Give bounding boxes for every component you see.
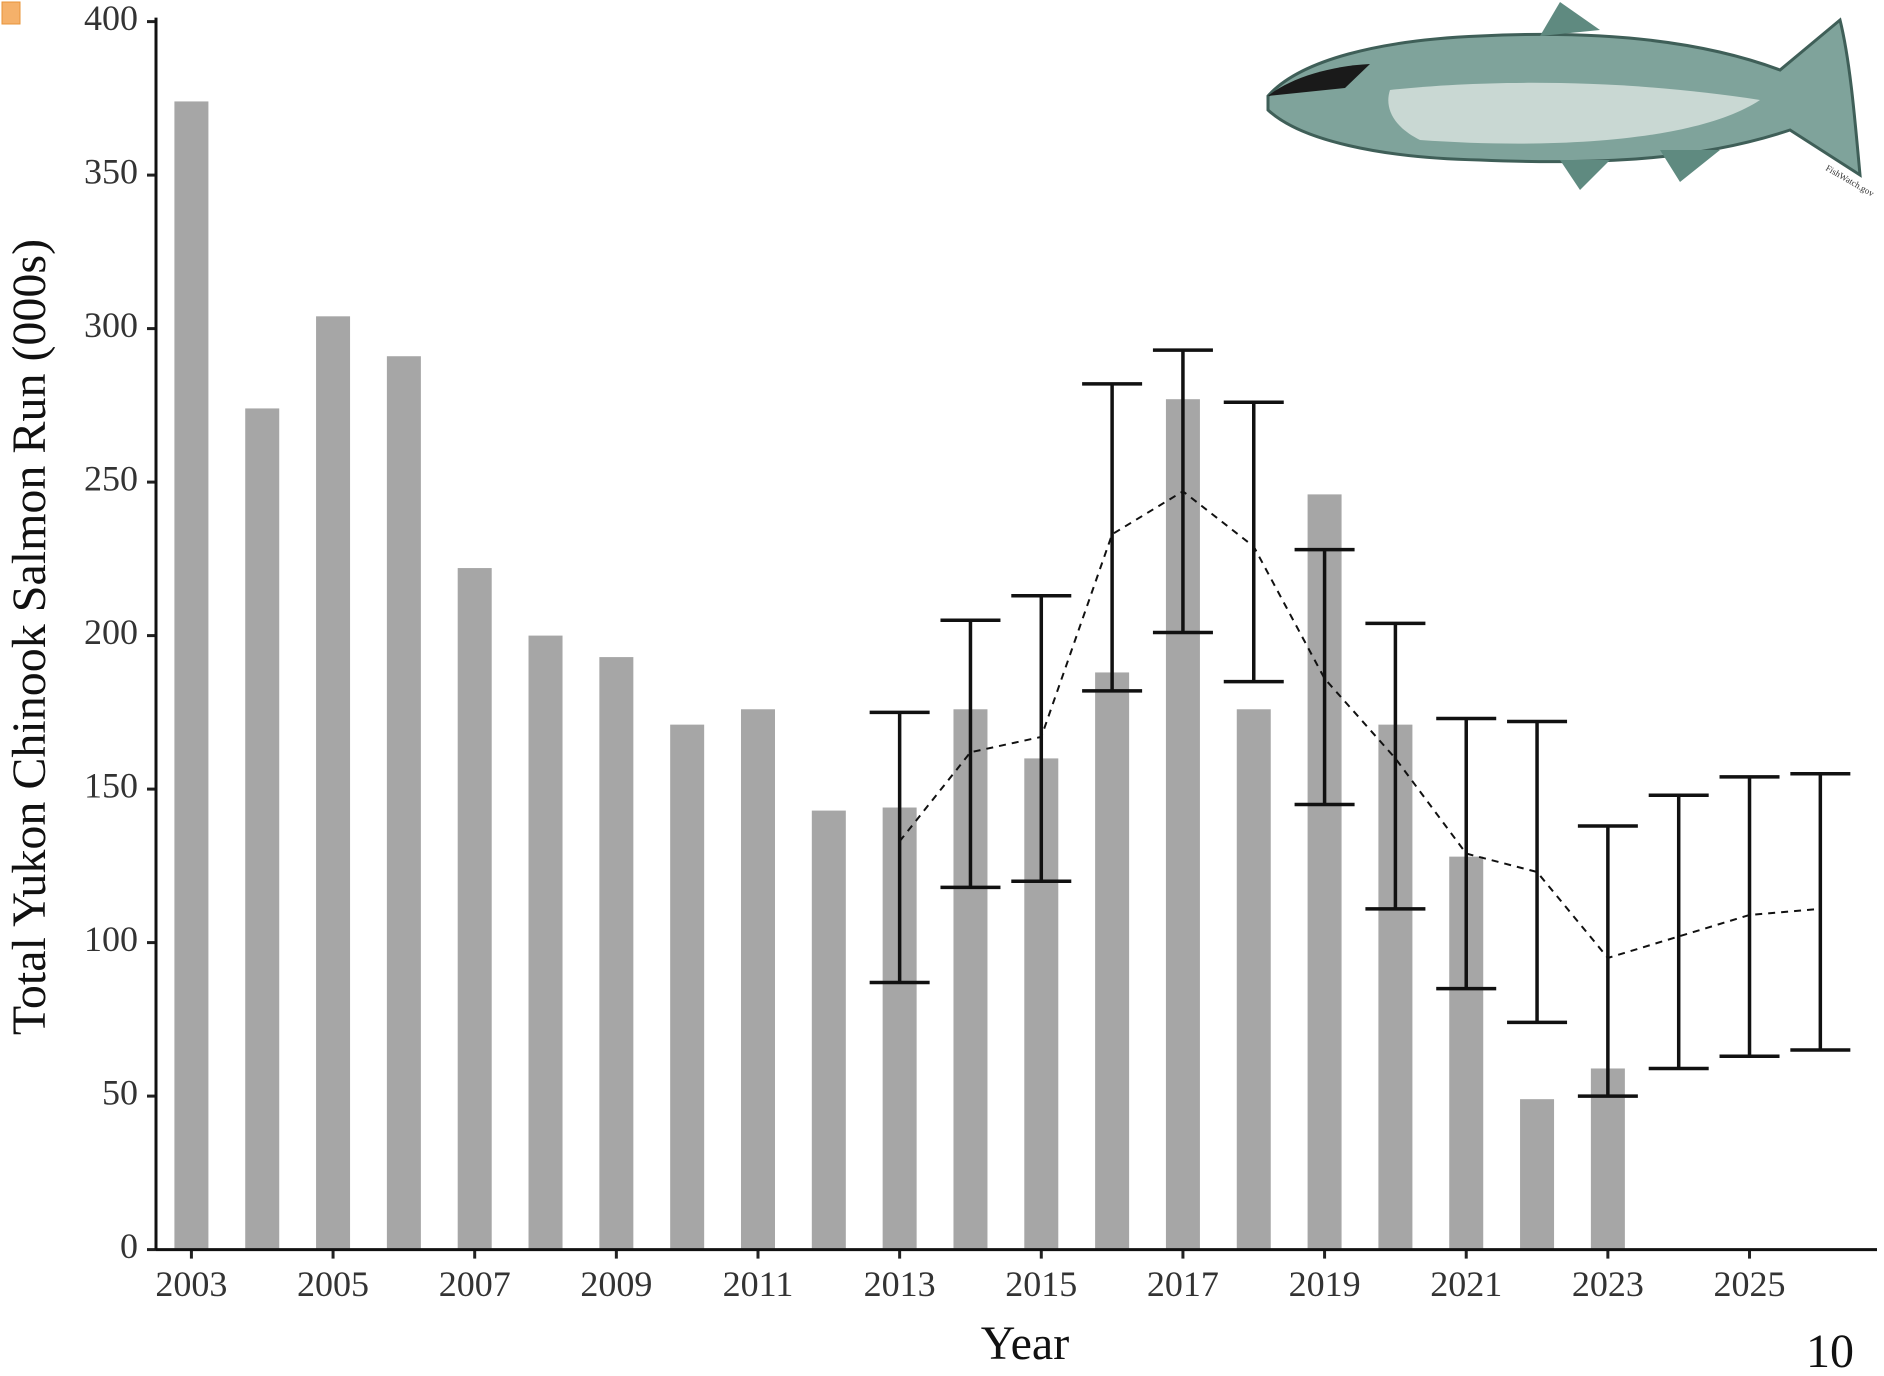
y-tick-label: 100 (84, 919, 138, 959)
x-tick-label: 2017 (1147, 1264, 1219, 1304)
bar (599, 657, 633, 1250)
page-number: 10 (1806, 1325, 1854, 1376)
bar (529, 636, 563, 1250)
y-tick-label: 0 (120, 1226, 138, 1266)
bar (245, 408, 279, 1249)
bar (387, 356, 421, 1249)
x-tick-label: 2013 (864, 1264, 936, 1304)
bar (174, 101, 208, 1249)
y-tick-label: 400 (84, 0, 138, 38)
x-tick-label: 2003 (155, 1264, 227, 1304)
x-tick-label: 2009 (580, 1264, 652, 1304)
y-tick-label: 50 (102, 1072, 138, 1112)
x-tick-label: 2007 (439, 1264, 511, 1304)
x-tick-label: 2011 (723, 1264, 794, 1304)
bar (1095, 672, 1129, 1249)
y-tick-label: 250 (84, 458, 138, 498)
bar (1237, 709, 1271, 1249)
x-axis-title: Year (981, 1317, 1069, 1370)
x-tick-label: 2015 (1005, 1264, 1077, 1304)
bar (741, 709, 775, 1249)
x-tick-label: 2023 (1572, 1264, 1644, 1304)
bar (670, 725, 704, 1250)
x-tick-label: 2021 (1430, 1264, 1502, 1304)
bar (812, 811, 846, 1250)
y-tick-label: 200 (84, 612, 138, 652)
bar (458, 568, 492, 1250)
x-tick-label: 2019 (1289, 1264, 1361, 1304)
corner-icon (2, 2, 20, 24)
chart: FishWatch.gov Total Yukon Chinook Salmon… (0, 0, 1884, 1376)
y-tick-label: 150 (84, 765, 138, 805)
bar (1520, 1099, 1554, 1249)
x-tick-label: 2005 (297, 1264, 369, 1304)
bar (316, 316, 350, 1249)
y-tick-label: 300 (84, 305, 138, 345)
y-tick-label: 350 (84, 151, 138, 191)
x-tick-label: 2025 (1714, 1264, 1786, 1304)
y-axis-title: Total Yukon Chinook Salmon Run (000s) (3, 239, 56, 1035)
